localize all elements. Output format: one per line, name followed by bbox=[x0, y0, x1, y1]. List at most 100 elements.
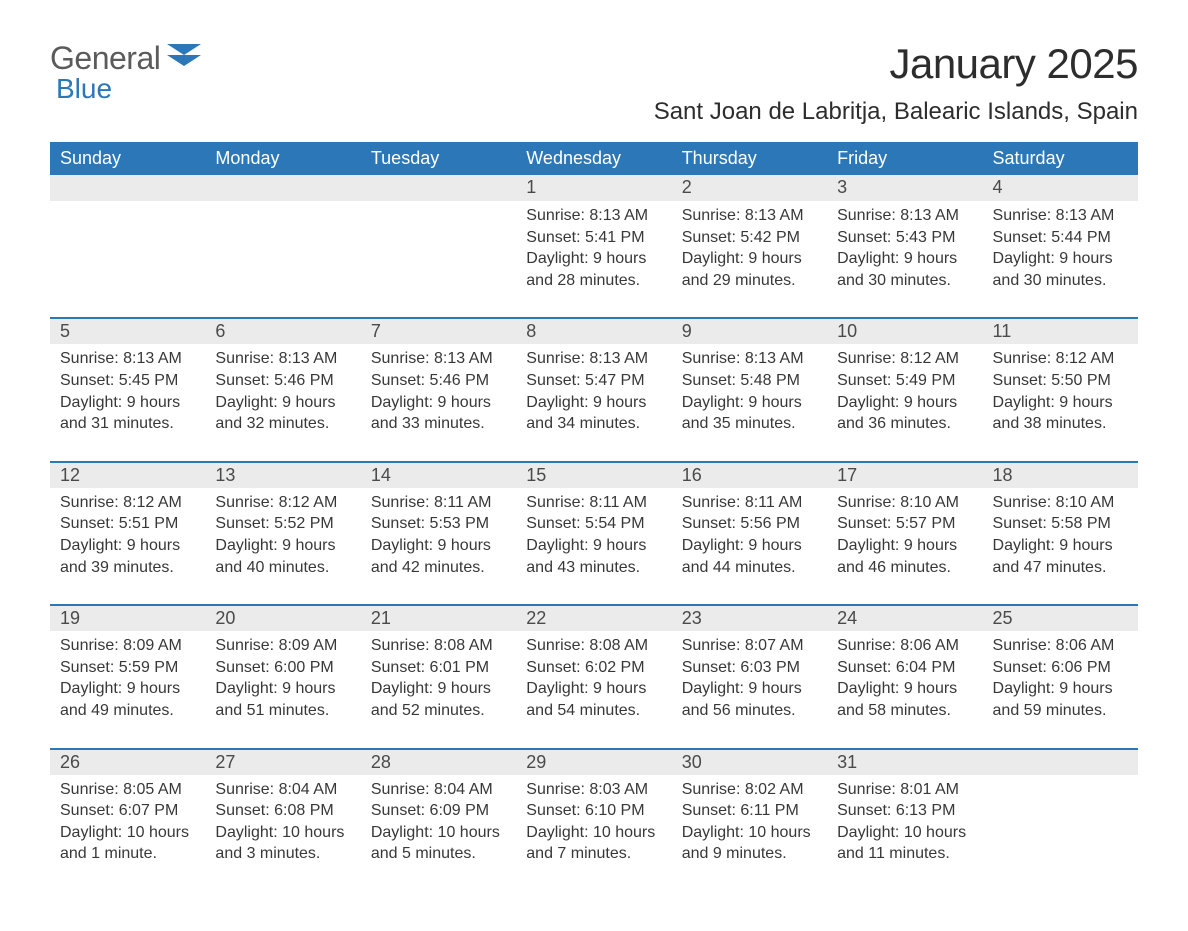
week-daynum-row: 12131415161718 bbox=[50, 462, 1138, 488]
empty-cell bbox=[50, 201, 205, 318]
daylight-line: Daylight: 9 hours and 49 minutes. bbox=[60, 678, 195, 721]
sunset-value: 5:57 PM bbox=[896, 515, 956, 532]
sunset-value: 6:07 PM bbox=[119, 802, 179, 819]
day-details: Sunrise: 8:06 AMSunset: 6:06 PMDaylight:… bbox=[983, 631, 1138, 748]
sunset-value: 5:44 PM bbox=[1051, 229, 1111, 246]
empty-cell bbox=[361, 201, 516, 318]
sunrise-value: 8:13 AM bbox=[745, 207, 804, 224]
day-details: Sunrise: 8:11 AMSunset: 5:53 PMDaylight:… bbox=[361, 488, 516, 605]
sunset-value: 6:04 PM bbox=[896, 659, 956, 676]
sunrise-value: 8:12 AM bbox=[900, 350, 959, 367]
daylight-line: Daylight: 9 hours and 32 minutes. bbox=[215, 392, 350, 435]
sunrise-value: 8:06 AM bbox=[900, 637, 959, 654]
day-details: Sunrise: 8:09 AMSunset: 5:59 PMDaylight:… bbox=[50, 631, 205, 748]
daylight-value: 9 hours and 49 minutes. bbox=[60, 680, 180, 719]
day-details: Sunrise: 8:12 AMSunset: 5:49 PMDaylight:… bbox=[827, 344, 982, 461]
sunset-line: Sunset: 6:04 PM bbox=[837, 657, 972, 679]
daylight-value: 9 hours and 38 minutes. bbox=[993, 394, 1113, 433]
sunset-line: Sunset: 6:01 PM bbox=[371, 657, 506, 679]
sunset-value: 6:00 PM bbox=[274, 659, 334, 676]
sunrise-line: Sunrise: 8:13 AM bbox=[526, 348, 661, 370]
calendar-table: SundayMondayTuesdayWednesdayThursdayFrid… bbox=[50, 142, 1138, 891]
sunset-value: 6:08 PM bbox=[274, 802, 334, 819]
week-details-row: Sunrise: 8:12 AMSunset: 5:51 PMDaylight:… bbox=[50, 488, 1138, 605]
sunset-value: 6:10 PM bbox=[585, 802, 645, 819]
sunrise-line: Sunrise: 8:11 AM bbox=[526, 492, 661, 514]
sunset-value: 5:48 PM bbox=[740, 372, 800, 389]
daylight-line: Daylight: 9 hours and 39 minutes. bbox=[60, 535, 195, 578]
day-details: Sunrise: 8:13 AMSunset: 5:44 PMDaylight:… bbox=[983, 201, 1138, 318]
sunrise-line: Sunrise: 8:12 AM bbox=[215, 492, 350, 514]
week-daynum-row: 567891011 bbox=[50, 318, 1138, 344]
weekday-header: Saturday bbox=[983, 142, 1138, 175]
daylight-line: Daylight: 9 hours and 31 minutes. bbox=[60, 392, 195, 435]
daylight-value: 9 hours and 59 minutes. bbox=[993, 680, 1113, 719]
weekday-header: Tuesday bbox=[361, 142, 516, 175]
daylight-line: Daylight: 9 hours and 51 minutes. bbox=[215, 678, 350, 721]
day-details: Sunrise: 8:13 AMSunset: 5:41 PMDaylight:… bbox=[516, 201, 671, 318]
day-number: 5 bbox=[50, 318, 205, 344]
title-block: January 2025 Sant Joan de Labritja, Bale… bbox=[654, 40, 1138, 136]
day-details: Sunrise: 8:12 AMSunset: 5:51 PMDaylight:… bbox=[50, 488, 205, 605]
sunset-line: Sunset: 6:11 PM bbox=[682, 800, 817, 822]
logo-flag-icon bbox=[167, 44, 201, 66]
sunset-line: Sunset: 6:13 PM bbox=[837, 800, 972, 822]
sunset-value: 5:49 PM bbox=[896, 372, 956, 389]
daylight-value: 10 hours and 1 minute. bbox=[60, 824, 189, 863]
sunset-line: Sunset: 5:45 PM bbox=[60, 370, 195, 392]
daylight-line: Daylight: 9 hours and 35 minutes. bbox=[682, 392, 817, 435]
sunrise-line: Sunrise: 8:12 AM bbox=[837, 348, 972, 370]
sunset-line: Sunset: 5:51 PM bbox=[60, 513, 195, 535]
day-details: Sunrise: 8:01 AMSunset: 6:13 PMDaylight:… bbox=[827, 775, 982, 891]
daylight-line: Daylight: 10 hours and 7 minutes. bbox=[526, 822, 661, 865]
day-number: 28 bbox=[361, 749, 516, 775]
sunset-line: Sunset: 5:48 PM bbox=[682, 370, 817, 392]
day-number: 19 bbox=[50, 605, 205, 631]
sunrise-line: Sunrise: 8:01 AM bbox=[837, 779, 972, 801]
daylight-value: 9 hours and 56 minutes. bbox=[682, 680, 802, 719]
sunset-value: 5:58 PM bbox=[1051, 515, 1111, 532]
sunset-line: Sunset: 6:02 PM bbox=[526, 657, 661, 679]
day-details: Sunrise: 8:13 AMSunset: 5:42 PMDaylight:… bbox=[672, 201, 827, 318]
sunrise-value: 8:13 AM bbox=[279, 350, 338, 367]
sunrise-value: 8:02 AM bbox=[745, 781, 804, 798]
sunset-line: Sunset: 5:42 PM bbox=[682, 227, 817, 249]
week-details-row: Sunrise: 8:05 AMSunset: 6:07 PMDaylight:… bbox=[50, 775, 1138, 891]
sunrise-value: 8:12 AM bbox=[123, 494, 182, 511]
day-number: 1 bbox=[516, 175, 671, 201]
sunset-value: 5:56 PM bbox=[740, 515, 800, 532]
daylight-line: Daylight: 9 hours and 30 minutes. bbox=[837, 248, 972, 291]
day-details: Sunrise: 8:10 AMSunset: 5:57 PMDaylight:… bbox=[827, 488, 982, 605]
sunrise-line: Sunrise: 8:10 AM bbox=[837, 492, 972, 514]
sunrise-value: 8:10 AM bbox=[900, 494, 959, 511]
weekday-header: Sunday bbox=[50, 142, 205, 175]
day-details: Sunrise: 8:13 AMSunset: 5:43 PMDaylight:… bbox=[827, 201, 982, 318]
daylight-line: Daylight: 9 hours and 47 minutes. bbox=[993, 535, 1128, 578]
sunset-line: Sunset: 5:57 PM bbox=[837, 513, 972, 535]
day-details: Sunrise: 8:04 AMSunset: 6:08 PMDaylight:… bbox=[205, 775, 360, 891]
day-number: 27 bbox=[205, 749, 360, 775]
sunset-line: Sunset: 5:53 PM bbox=[371, 513, 506, 535]
daylight-line: Daylight: 9 hours and 34 minutes. bbox=[526, 392, 661, 435]
sunset-value: 6:02 PM bbox=[585, 659, 645, 676]
daylight-line: Daylight: 10 hours and 1 minute. bbox=[60, 822, 195, 865]
sunrise-value: 8:13 AM bbox=[123, 350, 182, 367]
sunrise-value: 8:09 AM bbox=[279, 637, 338, 654]
sunset-line: Sunset: 5:46 PM bbox=[371, 370, 506, 392]
sunset-line: Sunset: 6:10 PM bbox=[526, 800, 661, 822]
sunrise-value: 8:12 AM bbox=[279, 494, 338, 511]
day-details: Sunrise: 8:11 AMSunset: 5:56 PMDaylight:… bbox=[672, 488, 827, 605]
daylight-line: Daylight: 9 hours and 30 minutes. bbox=[993, 248, 1128, 291]
sunrise-value: 8:04 AM bbox=[434, 781, 493, 798]
day-number: 17 bbox=[827, 462, 982, 488]
sunset-line: Sunset: 5:41 PM bbox=[526, 227, 661, 249]
location-subtitle: Sant Joan de Labritja, Balearic Islands,… bbox=[654, 98, 1138, 126]
sunrise-value: 8:09 AM bbox=[123, 637, 182, 654]
empty-cell bbox=[205, 175, 360, 201]
sunrise-line: Sunrise: 8:06 AM bbox=[837, 635, 972, 657]
daylight-line: Daylight: 9 hours and 52 minutes. bbox=[371, 678, 506, 721]
sunrise-line: Sunrise: 8:13 AM bbox=[682, 205, 817, 227]
week-daynum-row: 19202122232425 bbox=[50, 605, 1138, 631]
daylight-value: 10 hours and 11 minutes. bbox=[837, 824, 966, 863]
sunrise-line: Sunrise: 8:08 AM bbox=[526, 635, 661, 657]
